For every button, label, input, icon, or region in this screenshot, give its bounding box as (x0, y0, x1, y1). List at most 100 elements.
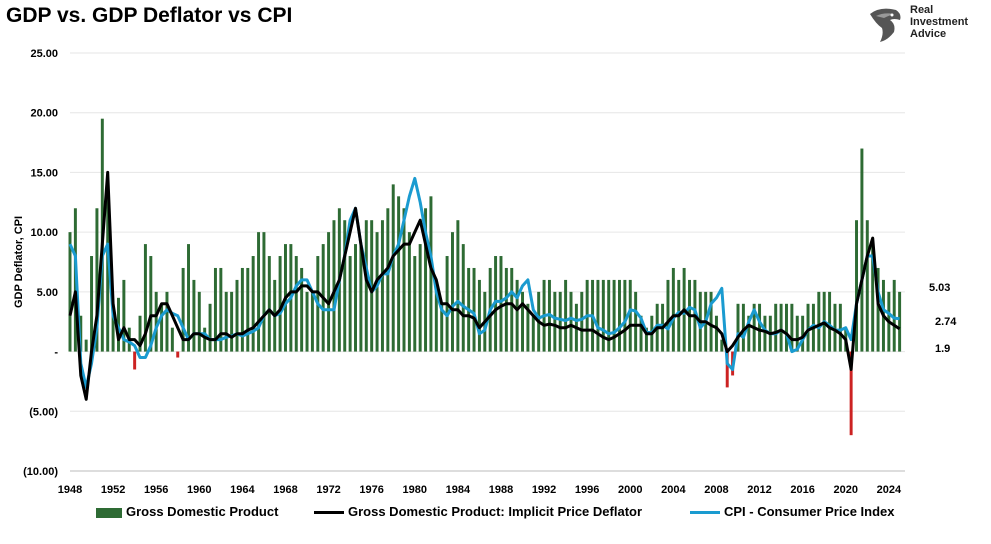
gdp-bar (413, 256, 417, 352)
gdp-bar (838, 303, 842, 352)
gdp-bar (601, 279, 605, 352)
gdp-bar (709, 291, 713, 352)
gdp-bar (817, 291, 821, 352)
legend-cpi-swatch (690, 511, 720, 515)
gdp-bar (418, 244, 422, 352)
gdp-bar (736, 303, 740, 352)
gdp-bar (106, 184, 110, 352)
x-tick-label: 1984 (446, 484, 471, 496)
y-tick-label: (10.00) (23, 466, 58, 478)
gridlines (70, 52, 905, 472)
gdp-bar (860, 148, 864, 352)
x-tick-label: 1956 (144, 484, 168, 496)
gdp-bar (219, 267, 223, 352)
legend-gdp: Gross Domestic Product (96, 504, 278, 519)
gdp-bar (779, 303, 783, 352)
gdp-bar (639, 315, 643, 352)
chart-title: GDP vs. GDP Deflator vs CPI (6, 4, 293, 27)
x-axis-ticks: 1948 1952 1956 1960 1964 1968 1972 1976 1980 1984… (58, 470, 905, 496)
gdp-bar (472, 267, 476, 352)
gdp-bar (531, 315, 535, 352)
gdp-bar (407, 232, 411, 352)
gdp-bar (397, 196, 401, 352)
gdp-bar (154, 291, 158, 352)
gdp-bar (170, 327, 174, 352)
gdp-bar (246, 267, 250, 352)
gdp-bar (95, 208, 99, 352)
gdp-bar (160, 303, 164, 352)
gdp-bar (181, 267, 185, 352)
gdp-bar (569, 291, 573, 352)
gdp-bar (515, 279, 519, 352)
gdp-bar (521, 291, 524, 352)
gdp-bar (558, 291, 562, 352)
gdp-bar (165, 291, 169, 352)
end-label-cpi: 2.74 (935, 316, 957, 328)
y-tick-label: 15.00 (30, 167, 58, 179)
x-tick-label: 1976 (359, 484, 383, 496)
gdp-bar (747, 315, 751, 352)
x-tick-label: 2016 (790, 484, 814, 496)
legend-gdp-swatch (96, 507, 122, 518)
gdp-bar (477, 279, 481, 352)
gdp-bar (310, 291, 314, 352)
gdp-bar (122, 279, 126, 352)
end-label-gdp: 5.03 (929, 282, 950, 294)
gdp-bar (499, 256, 503, 352)
logo-text: Real Investment Advice (910, 4, 968, 40)
gdp-bar (628, 279, 632, 352)
gdp-bar (138, 315, 142, 352)
gdp-bar (143, 244, 147, 352)
gdp-bar (149, 256, 153, 352)
gdp-bar (305, 291, 309, 352)
legend-deflator-swatch (314, 511, 344, 515)
y-axis-label: GDP Deflator, CPI (13, 216, 25, 308)
gdp-bar (111, 303, 115, 352)
y-tick-label: 10.00 (30, 227, 58, 239)
gdp-bar (634, 291, 638, 352)
x-tick-label: 2008 (704, 484, 728, 496)
gdp-bar (402, 208, 406, 352)
x-tick-label: 1948 (58, 484, 82, 496)
x-tick-label: 2012 (747, 484, 771, 496)
gdp-bar (892, 279, 896, 352)
gdp-bar (332, 220, 336, 352)
gdp-bar (348, 256, 352, 352)
gdp-bar (596, 279, 600, 352)
x-tick-label: 1960 (187, 484, 211, 496)
gdp-bar (763, 315, 767, 352)
gdp-bar (133, 351, 137, 370)
gdp-bar (456, 220, 460, 352)
gdp-bar (504, 267, 508, 352)
gdp-bars (68, 118, 902, 436)
gdp-bar (725, 351, 729, 388)
gdp-bar (871, 244, 875, 352)
gdp-bar (176, 351, 180, 358)
gdp-bar (618, 279, 621, 352)
gdp-bar (510, 267, 514, 352)
x-tick-label: 1980 (403, 484, 427, 496)
gdp-bar (429, 196, 433, 352)
gdp-bar (795, 315, 799, 352)
gdp-bar (461, 244, 465, 352)
gdp-bar (230, 291, 234, 352)
x-tick-label: 1952 (101, 484, 125, 496)
gdp-bar (278, 256, 282, 352)
gdp-bar (262, 232, 266, 352)
gdp-bar (833, 303, 837, 352)
chart-area: 25.00 20.00 15.00 10.00 5.00 - (5.00) (10.00) 1… (13, 48, 957, 496)
x-tick-label: 1996 (575, 484, 599, 496)
gdp-bar (774, 303, 778, 352)
gdp-bar (267, 256, 271, 352)
gdp-bar (300, 267, 304, 352)
gdp-bar (865, 220, 869, 352)
logo-line-3: Advice (910, 28, 947, 40)
gdp-bar (876, 267, 880, 352)
legend: Gross Domestic Product Gross Domestic Pr… (0, 504, 991, 526)
gdp-bar (451, 232, 454, 352)
gdp-bar (327, 232, 331, 352)
y-tick-label: 20.00 (30, 108, 58, 120)
x-tick-label: 1968 (273, 484, 297, 496)
y-tick-label: (5.00) (29, 406, 58, 418)
gdp-bar (68, 232, 72, 352)
